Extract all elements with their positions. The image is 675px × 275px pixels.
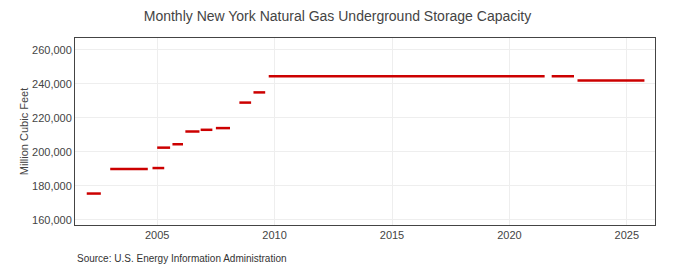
- svg-text:2020: 2020: [497, 229, 521, 241]
- svg-text:Million Cubic Feet: Million Cubic Feet: [18, 88, 30, 175]
- svg-text:2005: 2005: [145, 229, 169, 241]
- svg-text:220,000: 220,000: [32, 112, 72, 124]
- svg-text:Source: U.S. Energy Informatio: Source: U.S. Energy Information Administ…: [77, 253, 287, 264]
- svg-text:240,000: 240,000: [32, 78, 72, 90]
- svg-text:160,000: 160,000: [32, 214, 72, 226]
- svg-text:180,000: 180,000: [32, 180, 72, 192]
- svg-text:200,000: 200,000: [32, 146, 72, 158]
- svg-text:Monthly New York Natural Gas U: Monthly New York Natural Gas Underground…: [144, 8, 532, 24]
- svg-text:2015: 2015: [380, 229, 404, 241]
- svg-text:2025: 2025: [615, 229, 639, 241]
- svg-text:260,000: 260,000: [32, 44, 72, 56]
- svg-text:2010: 2010: [262, 229, 286, 241]
